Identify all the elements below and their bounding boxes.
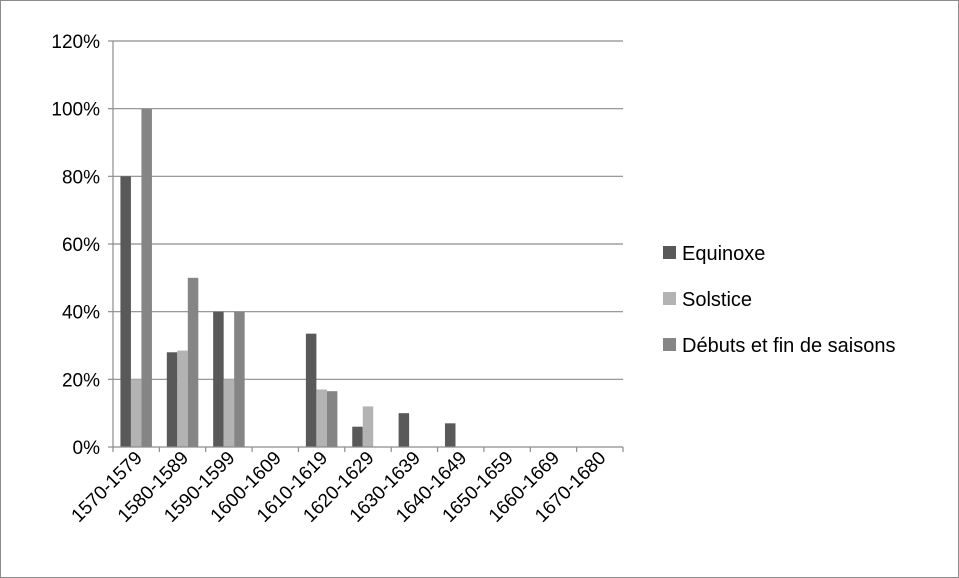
bar-equinoxe-1570-1579	[120, 176, 131, 447]
y-tick-label: 100%	[51, 100, 100, 121]
legend-label: Equinoxe	[682, 243, 765, 265]
bar-equinoxe-1590-1599	[213, 311, 224, 447]
bar-d-buts-et-fin-de-saisons-1610-1619	[326, 391, 338, 447]
bar-solstice-1590-1599	[223, 379, 235, 447]
bar-solstice-1610-1619	[316, 389, 327, 447]
bar-equinoxe-1630-1639	[398, 413, 410, 447]
bar-d-buts-et-fin-de-saisons-1570-1579	[141, 108, 152, 448]
x-tick-labels: 1570-15791580-15891590-15991600-16091610…	[68, 448, 611, 527]
bar-solstice-1580-1589	[177, 350, 188, 447]
y-tick-label: 60%	[62, 235, 100, 256]
y-tick-label: 40%	[62, 303, 100, 324]
y-tick-labels: 0% 20% 40% 60% 80% 100% 120%	[51, 32, 100, 459]
bar-equinoxe-1640-1649	[444, 423, 456, 447]
bar-equinoxe-1580-1589	[166, 352, 178, 447]
y-tick-label: 20%	[62, 370, 100, 391]
legend: Equinoxe Solstice Débuts et fin de saisons	[663, 243, 895, 357]
legend-label: Solstice	[682, 289, 752, 311]
legend-label: Débuts et fin de saisons	[682, 335, 895, 357]
legend-swatch	[663, 338, 676, 351]
y-tick-label: 120%	[51, 32, 100, 53]
bars	[120, 108, 456, 448]
legend-swatch	[663, 246, 676, 259]
bar-solstice-1570-1579	[130, 379, 142, 447]
bar-equinoxe-1610-1619	[305, 333, 317, 447]
bar-d-buts-et-fin-de-saisons-1580-1589	[187, 277, 199, 447]
axes	[108, 40, 624, 452]
y-tick-label: 80%	[62, 167, 100, 188]
bar-equinoxe-1620-1629	[352, 426, 363, 447]
bar-d-buts-et-fin-de-saisons-1590-1599	[234, 311, 245, 447]
legend-swatch	[663, 292, 676, 305]
y-tick-label: 0%	[73, 438, 101, 459]
bar-solstice-1620-1629	[362, 406, 374, 447]
